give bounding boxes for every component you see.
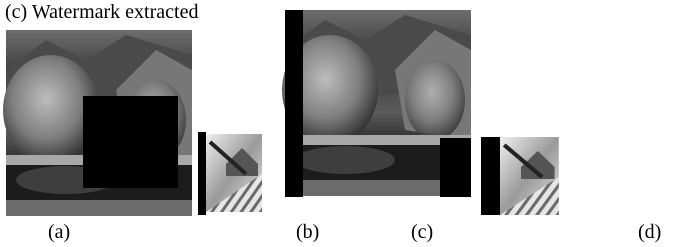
extracted-watermark [198, 132, 262, 215]
cropped-image [282, 10, 471, 197]
panel-label: (c) [411, 222, 433, 242]
extracted-watermark [481, 137, 559, 215]
panel-label: (b) [296, 222, 319, 242]
attacked-image [3, 30, 192, 216]
page: (c) Watermark extracted [0, 0, 680, 247]
panel-label: (a) [48, 222, 70, 242]
panel-label: (d) [638, 222, 661, 242]
figure [0, 0, 680, 247]
